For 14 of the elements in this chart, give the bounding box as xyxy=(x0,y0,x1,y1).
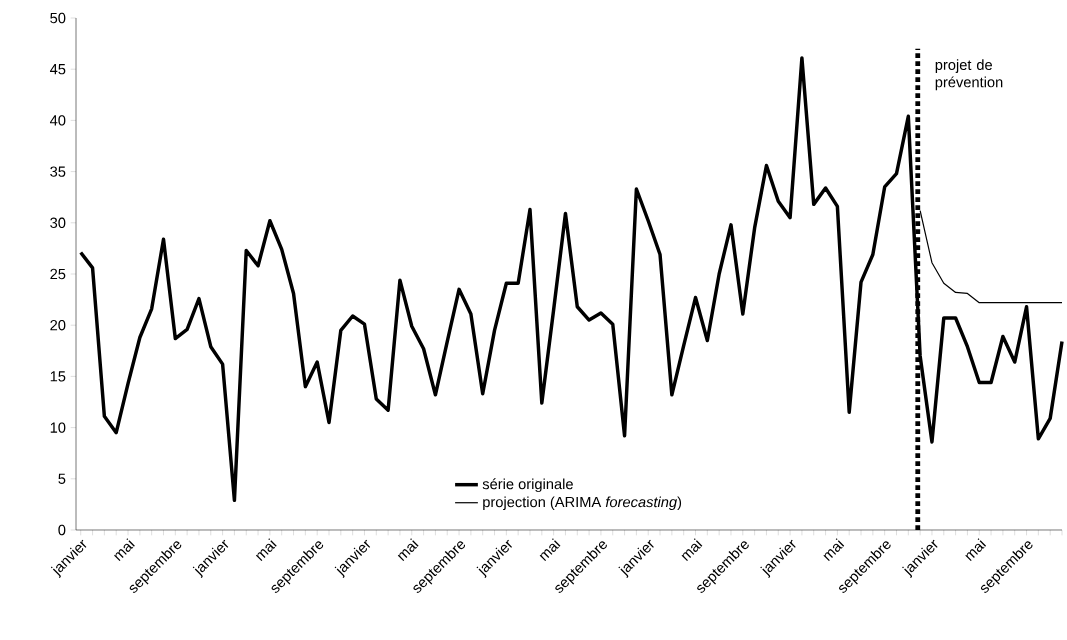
y-tick-label: 50 xyxy=(50,12,66,24)
y-tick-label: 30 xyxy=(50,217,66,228)
y-tick-label: 10 xyxy=(50,422,66,433)
y-tick-label: 5 xyxy=(58,473,66,484)
y-tick-label: 25 xyxy=(50,268,66,280)
y-tick-label: 20 xyxy=(50,320,66,331)
y-tick-label: 40 xyxy=(49,115,66,126)
y-tick-label: 15 xyxy=(50,371,66,382)
y-tick-label: 35 xyxy=(50,166,66,177)
annotation: projet de prévention xyxy=(935,59,1003,91)
legend-label: série originale xyxy=(482,478,573,493)
y-tick-label: 45 xyxy=(49,64,66,75)
legend-label: projection (ARIMA forecasting) xyxy=(483,496,682,511)
y-tick-label: 0 xyxy=(58,524,66,536)
